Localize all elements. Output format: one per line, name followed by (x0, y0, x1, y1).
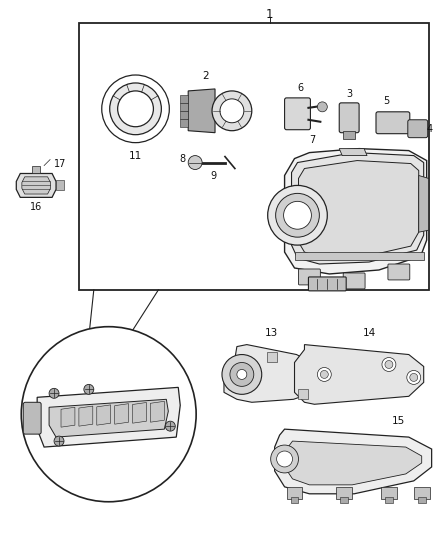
FancyBboxPatch shape (339, 103, 359, 133)
Polygon shape (339, 149, 367, 156)
Bar (298, 389, 308, 399)
Bar (343, 131, 355, 139)
Circle shape (271, 445, 298, 473)
Polygon shape (115, 403, 129, 424)
Polygon shape (22, 177, 50, 194)
Bar (385, 497, 393, 503)
Bar (56, 181, 64, 190)
Text: 12: 12 (107, 460, 120, 470)
Polygon shape (37, 387, 180, 447)
Text: 8: 8 (179, 154, 185, 164)
Polygon shape (419, 175, 429, 232)
Text: 7: 7 (309, 135, 315, 144)
Polygon shape (133, 402, 146, 423)
Bar (290, 497, 298, 503)
Circle shape (102, 75, 170, 143)
Circle shape (318, 367, 331, 382)
Circle shape (237, 369, 247, 379)
Circle shape (318, 102, 327, 112)
Bar (381, 487, 397, 499)
Circle shape (410, 374, 418, 382)
Text: 14: 14 (362, 328, 376, 337)
Polygon shape (298, 160, 419, 258)
Bar (180, 95, 188, 103)
Bar (340, 497, 348, 503)
FancyBboxPatch shape (343, 273, 365, 289)
Text: 9: 9 (210, 172, 216, 181)
Polygon shape (292, 152, 424, 264)
FancyBboxPatch shape (388, 264, 410, 280)
Text: 12: 12 (78, 370, 90, 381)
Circle shape (188, 156, 202, 169)
Text: 2: 2 (202, 71, 208, 81)
Polygon shape (32, 166, 40, 173)
Bar (180, 111, 188, 119)
Circle shape (320, 370, 328, 378)
Circle shape (385, 360, 393, 368)
Circle shape (276, 193, 319, 237)
Circle shape (220, 99, 244, 123)
Text: 4: 4 (427, 124, 433, 134)
Polygon shape (61, 407, 75, 427)
Text: 6: 6 (297, 83, 304, 93)
FancyBboxPatch shape (376, 112, 410, 134)
Text: 3: 3 (346, 89, 352, 99)
Text: 17: 17 (54, 158, 67, 168)
Polygon shape (285, 441, 422, 485)
Bar (336, 487, 352, 499)
Polygon shape (188, 89, 215, 133)
Polygon shape (150, 401, 164, 422)
Polygon shape (285, 149, 427, 274)
Polygon shape (49, 399, 168, 437)
Bar (286, 487, 303, 499)
Circle shape (110, 83, 161, 135)
Circle shape (230, 362, 254, 386)
Bar (414, 487, 430, 499)
Text: 15: 15 (392, 416, 406, 426)
Polygon shape (16, 173, 56, 197)
Text: 10: 10 (349, 279, 361, 289)
Polygon shape (97, 405, 111, 425)
FancyBboxPatch shape (308, 277, 346, 291)
FancyBboxPatch shape (23, 402, 41, 434)
Circle shape (283, 201, 311, 229)
FancyBboxPatch shape (408, 120, 427, 138)
Bar (180, 119, 188, 127)
Polygon shape (275, 429, 431, 494)
Text: 1: 1 (266, 8, 273, 21)
Circle shape (21, 327, 196, 502)
Bar (180, 103, 188, 111)
Circle shape (49, 389, 59, 398)
Bar (418, 497, 426, 503)
Text: 5: 5 (383, 96, 389, 106)
Circle shape (165, 421, 175, 431)
Text: 11: 11 (129, 151, 142, 160)
Circle shape (277, 451, 293, 467)
Text: 13: 13 (265, 328, 278, 337)
Bar (267, 352, 277, 361)
Text: 16: 16 (30, 203, 42, 212)
Polygon shape (79, 406, 93, 426)
FancyBboxPatch shape (298, 269, 320, 285)
Polygon shape (224, 345, 321, 402)
Circle shape (84, 384, 94, 394)
Circle shape (268, 185, 327, 245)
Bar (79, 23, 429, 290)
Bar (294, 252, 424, 260)
Polygon shape (294, 345, 424, 404)
Circle shape (54, 436, 64, 446)
Circle shape (212, 91, 252, 131)
Circle shape (222, 354, 262, 394)
Circle shape (407, 370, 421, 384)
Circle shape (382, 358, 396, 372)
FancyBboxPatch shape (285, 98, 311, 130)
Circle shape (118, 91, 153, 127)
